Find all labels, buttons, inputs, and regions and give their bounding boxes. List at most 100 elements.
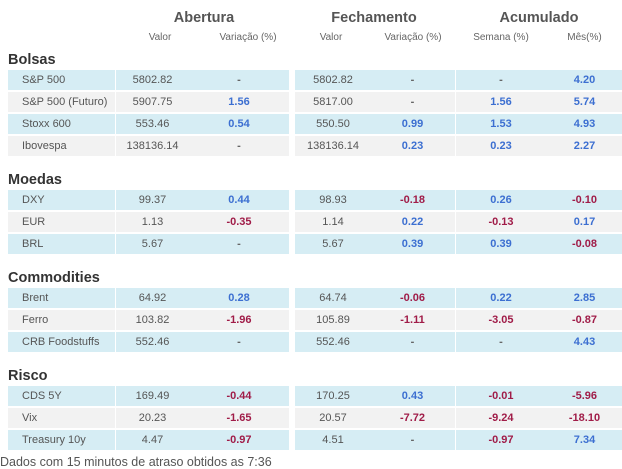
cell-ab-var: -0.35 bbox=[226, 216, 252, 228]
cell-semana: -9.24 bbox=[488, 412, 514, 424]
row-label: CRB Foodstuffs bbox=[22, 336, 100, 348]
subheader-fechamento-variacao: Variação (%) bbox=[384, 32, 442, 43]
cell-semana: - bbox=[499, 74, 503, 86]
cell-fe-var: - bbox=[410, 434, 415, 446]
column-divider bbox=[455, 332, 456, 352]
cell-ab-valor: 138136.14 bbox=[126, 140, 179, 152]
cell-ab-var: - bbox=[237, 336, 241, 348]
column-divider bbox=[289, 234, 295, 254]
column-divider bbox=[289, 70, 295, 90]
cell-mes: 5.74 bbox=[573, 96, 596, 108]
cell-fe-valor: 552.46 bbox=[316, 336, 350, 348]
cell-fe-valor: 5817.00 bbox=[313, 96, 353, 108]
cell-ab-var: - bbox=[237, 74, 241, 86]
cell-ab-valor: 169.49 bbox=[135, 390, 170, 402]
column-divider bbox=[289, 114, 295, 134]
subheader-abertura-variacao: Variação (%) bbox=[219, 32, 277, 43]
cell-ab-var: -0.44 bbox=[226, 390, 252, 402]
cell-semana: 0.26 bbox=[490, 194, 512, 206]
cell-semana: -0.97 bbox=[488, 434, 514, 446]
table-row: Stoxx 600 553.46 0.54 550.50 0.99 1.53 4.93 bbox=[8, 114, 622, 135]
column-divider bbox=[115, 430, 116, 450]
section-title: Bolsas bbox=[8, 52, 56, 68]
row-label: Treasury 10y bbox=[22, 434, 86, 446]
column-divider bbox=[455, 70, 456, 90]
cell-ab-valor: 553.46 bbox=[135, 118, 170, 130]
cell-fe-valor: 170.25 bbox=[316, 390, 350, 402]
subheader-mes: Mês(%) bbox=[567, 32, 602, 43]
column-divider bbox=[455, 288, 456, 308]
header-abertura: Abertura bbox=[173, 10, 235, 26]
row-label: Ferro bbox=[22, 314, 49, 326]
column-divider bbox=[115, 386, 116, 406]
cell-mes: 4.20 bbox=[573, 74, 596, 86]
table-row: Vix 20.23 -1.65 20.57 -7.72 -9.24 -18.10 bbox=[8, 408, 622, 429]
column-divider bbox=[115, 332, 116, 352]
cell-fe-var: -1.11 bbox=[400, 314, 425, 326]
table-row: Brent 64.92 0.28 64.74 -0.06 0.22 2.85 bbox=[8, 288, 622, 309]
cell-ab-var: 0.28 bbox=[228, 292, 250, 304]
column-divider bbox=[289, 430, 295, 450]
column-divider bbox=[289, 332, 295, 352]
cell-ab-valor: 5.67 bbox=[141, 238, 164, 250]
subheader-abertura-valor: Valor bbox=[148, 32, 172, 43]
cell-ab-valor: 64.92 bbox=[138, 292, 167, 304]
cell-fe-var: 0.99 bbox=[401, 118, 424, 130]
cell-mes: 4.43 bbox=[573, 336, 596, 348]
table-row: S&P 500 5802.82 - 5802.82 - - 4.20 bbox=[8, 70, 622, 91]
column-divider bbox=[455, 114, 456, 134]
table-row: CRB Foodstuffs 552.46 - 552.46 - - 4.43 bbox=[8, 332, 622, 353]
cell-mes: 2.85 bbox=[573, 292, 596, 304]
cell-fe-valor: 138136.14 bbox=[307, 140, 359, 152]
section-title: Commodities bbox=[8, 270, 100, 286]
column-divider bbox=[115, 212, 116, 232]
header-fechamento: Fechamento bbox=[331, 10, 417, 26]
column-divider bbox=[115, 114, 116, 134]
cell-ab-var: -0.97 bbox=[226, 434, 252, 446]
cell-ab-valor: 20.23 bbox=[138, 412, 167, 424]
cell-ab-var: 0.54 bbox=[228, 118, 250, 130]
column-divider bbox=[289, 386, 295, 406]
cell-fe-valor: 64.74 bbox=[319, 292, 347, 304]
table-row: EUR 1.13 -0.35 1.14 0.22 -0.13 0.17 bbox=[8, 212, 622, 233]
column-divider bbox=[115, 136, 116, 156]
cell-mes: 0.17 bbox=[573, 216, 596, 228]
cell-ab-var: -1.65 bbox=[226, 412, 252, 424]
row-label: EUR bbox=[22, 216, 46, 228]
cell-fe-var: 0.39 bbox=[401, 238, 424, 250]
section-title: Risco bbox=[8, 368, 48, 384]
column-divider bbox=[115, 190, 116, 210]
cell-mes: -5.96 bbox=[571, 390, 598, 402]
cell-fe-valor: 20.57 bbox=[319, 412, 347, 424]
column-divider bbox=[289, 408, 295, 428]
subheader-fechamento-valor: Valor bbox=[319, 32, 343, 43]
cell-mes: 4.93 bbox=[573, 118, 596, 130]
cell-fe-var: -0.06 bbox=[399, 292, 426, 304]
cell-fe-var: 0.23 bbox=[401, 140, 424, 152]
column-divider bbox=[289, 190, 295, 210]
column-divider bbox=[455, 386, 456, 406]
cell-mes: 7.34 bbox=[573, 434, 596, 446]
cell-ab-var: - bbox=[237, 238, 241, 250]
column-divider bbox=[455, 190, 456, 210]
column-divider bbox=[289, 310, 295, 330]
column-divider bbox=[455, 430, 456, 450]
cell-fe-var: - bbox=[410, 96, 415, 108]
cell-mes: 2.27 bbox=[573, 140, 596, 152]
cell-ab-valor: 5907.75 bbox=[132, 96, 173, 108]
footer-note: Dados com 15 minutos de atraso obtidos a… bbox=[0, 455, 272, 469]
column-divider bbox=[289, 136, 295, 156]
row-label: Brent bbox=[22, 292, 49, 304]
column-divider bbox=[455, 234, 456, 254]
row-label: Ibovespa bbox=[22, 140, 67, 152]
column-divider bbox=[289, 288, 295, 308]
cell-fe-valor: 5.67 bbox=[322, 238, 344, 250]
cell-fe-var: - bbox=[410, 336, 415, 348]
column-divider bbox=[115, 92, 116, 112]
cell-semana: - bbox=[499, 336, 503, 348]
cell-fe-var: 0.43 bbox=[401, 390, 424, 402]
column-divider bbox=[115, 288, 116, 308]
row-label: Stoxx 600 bbox=[22, 118, 71, 130]
column-divider bbox=[115, 234, 116, 254]
cell-fe-valor: 4.51 bbox=[322, 434, 344, 446]
